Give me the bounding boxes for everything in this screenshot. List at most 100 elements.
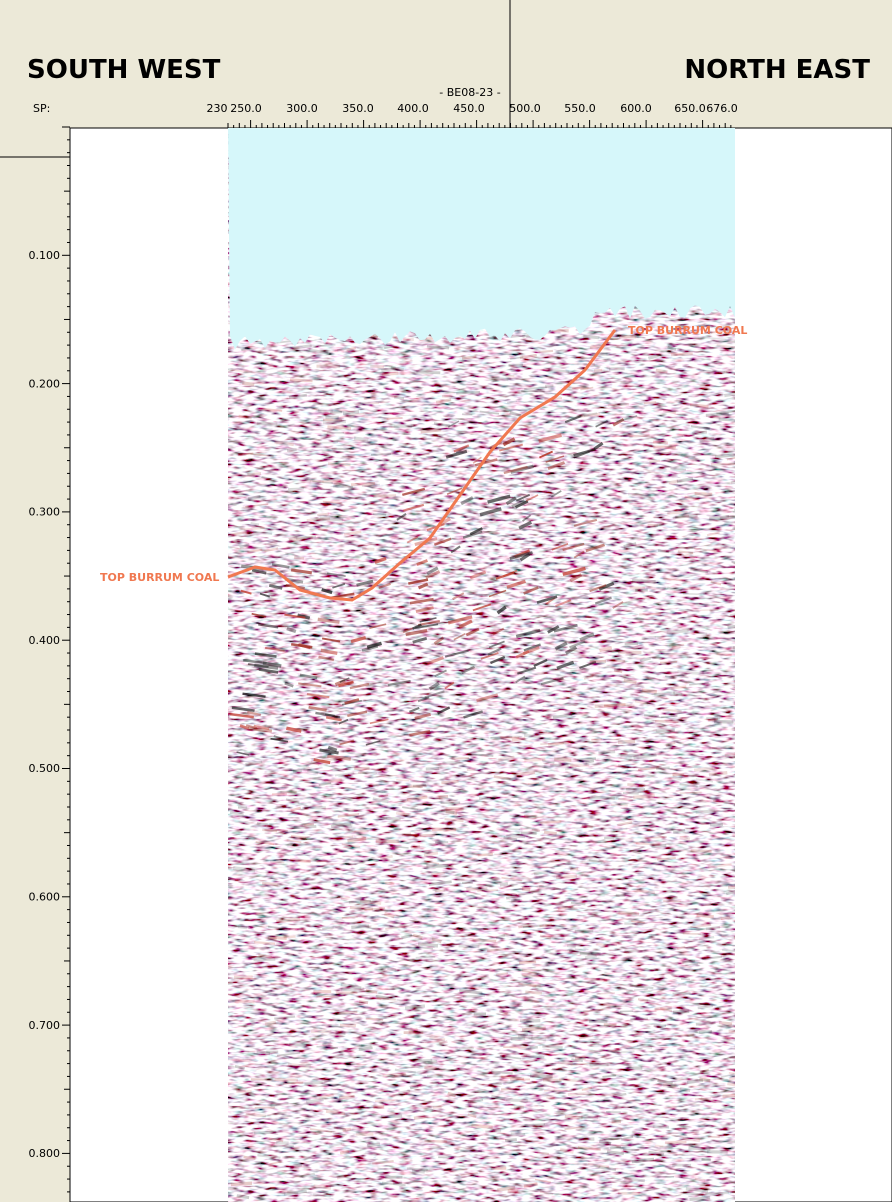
- reflector: [322, 1041, 332, 1046]
- reflector: [363, 396, 376, 400]
- reflector: [338, 680, 354, 688]
- reflector: [250, 453, 274, 457]
- reflector: [374, 556, 387, 564]
- reflector: [562, 566, 586, 576]
- reflector: [690, 568, 709, 574]
- reflector: [679, 1087, 691, 1093]
- reflector: [240, 589, 252, 595]
- reflector: [365, 989, 378, 994]
- reflector: [365, 740, 381, 746]
- reflector: [460, 1149, 483, 1153]
- reflector: [242, 381, 255, 387]
- reflector: [317, 512, 330, 517]
- reflector: [453, 632, 466, 641]
- reflector: [662, 708, 682, 713]
- reflector: [259, 592, 270, 598]
- reflector: [707, 717, 719, 722]
- reflector: [308, 705, 327, 712]
- reflector: [593, 441, 604, 451]
- reflector: [321, 588, 333, 595]
- reflector: [332, 582, 346, 589]
- reflector: [304, 1080, 323, 1086]
- reflector: [305, 1097, 324, 1104]
- reflector: [412, 453, 430, 458]
- reflector: [428, 681, 440, 691]
- reflector: [351, 924, 370, 930]
- reflector: [415, 955, 436, 959]
- reflector: [679, 783, 698, 788]
- reflector: [642, 561, 652, 567]
- reflector: [237, 925, 248, 930]
- y-tick-label: 0.800: [29, 1147, 61, 1160]
- reflector: [298, 682, 322, 688]
- reflector: [412, 636, 428, 644]
- reflector: [271, 563, 290, 569]
- reflector: [720, 1073, 735, 1078]
- reflector: [412, 784, 427, 788]
- reflector: [667, 345, 677, 351]
- reflector: [337, 813, 360, 818]
- reflector: [585, 543, 606, 553]
- reflector: [511, 499, 526, 509]
- reflector: [389, 845, 409, 849]
- reflector: [685, 1187, 709, 1193]
- reflector: [274, 1015, 296, 1020]
- reflector: [467, 1113, 477, 1119]
- reflector: [636, 888, 656, 895]
- reflector: [556, 660, 575, 670]
- reflector: [505, 894, 518, 900]
- reflector: [255, 841, 275, 846]
- reflector: [247, 472, 262, 477]
- reflector: [460, 1171, 478, 1177]
- reflector: [247, 663, 269, 669]
- reflector: [434, 889, 446, 893]
- reflector: [690, 425, 710, 430]
- reflector: [444, 649, 469, 658]
- reflector: [694, 1177, 706, 1182]
- reflector: [525, 1054, 545, 1059]
- reflector: [372, 494, 397, 498]
- reflector: [315, 711, 335, 718]
- reflector: [247, 710, 262, 717]
- reflector: [579, 660, 597, 669]
- horizon-label: TOP BURRUM COAL: [628, 324, 747, 337]
- reflector: [257, 1154, 281, 1159]
- reflector: [366, 641, 383, 649]
- reflector: [495, 571, 515, 580]
- reflector: [550, 1172, 572, 1177]
- reflector: [515, 771, 536, 776]
- reflector: [416, 559, 428, 566]
- reflector: [321, 758, 343, 762]
- reflector: [426, 566, 439, 576]
- reflector: [402, 806, 419, 811]
- reflector: [564, 1125, 585, 1131]
- reflector: [699, 437, 715, 443]
- reflector: [385, 925, 406, 930]
- reflector: [728, 1072, 735, 1075]
- reflector: [521, 390, 545, 393]
- reflector: [394, 1068, 416, 1074]
- reflector: [287, 1062, 311, 1069]
- reflector: [669, 442, 678, 447]
- reflector: [521, 974, 541, 978]
- reflector: [286, 448, 297, 452]
- reflector: [493, 775, 511, 781]
- reflector: [415, 606, 434, 614]
- reflector: [461, 665, 476, 675]
- reflector: [394, 396, 405, 400]
- reflector: [618, 910, 640, 916]
- reflector: [401, 832, 412, 836]
- reflector: [523, 814, 537, 819]
- reflector: [522, 924, 544, 929]
- reflector: [396, 513, 407, 521]
- x-tick-label: 450.0: [453, 102, 485, 115]
- reflector: [348, 899, 371, 904]
- reflector: [624, 1177, 645, 1183]
- reflector: [446, 487, 463, 496]
- x-tick-label: 676.0: [706, 102, 738, 115]
- reflector: [689, 1196, 711, 1202]
- reflector: [342, 1127, 352, 1132]
- reflector: [318, 527, 328, 532]
- reflector: [647, 523, 658, 527]
